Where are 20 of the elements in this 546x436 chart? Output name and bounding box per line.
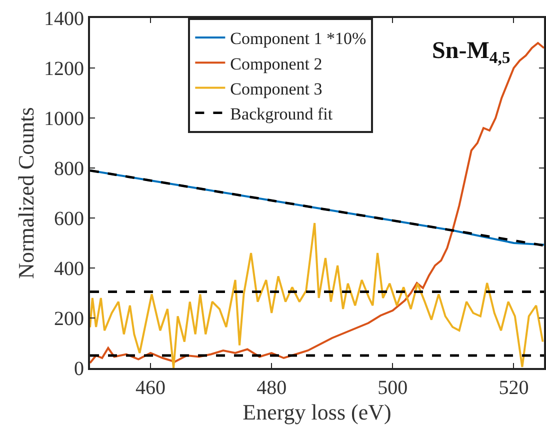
annotation: Sn-M$_{4,5}$	[432, 38, 510, 68]
x-tick-label: 480	[256, 377, 287, 399]
legend-label: Component 1 *10%	[230, 29, 366, 48]
legend-label: Component 3	[230, 79, 322, 98]
x-axis-title: Energy loss (eV)	[242, 399, 392, 424]
x-tick-label: 520	[498, 377, 529, 399]
line-series	[90, 222, 544, 368]
x-tick-label: 460	[136, 377, 166, 399]
legend-label: Background fit	[230, 104, 333, 124]
y-tick-label: 1200	[44, 58, 84, 80]
legend-label: Component 2	[230, 54, 322, 74]
y-tick-label: 200	[54, 308, 84, 330]
y-tick-label: 0	[74, 358, 84, 380]
y-tick-label: 400	[54, 258, 84, 280]
y-tick-label: 600	[54, 208, 84, 230]
x-tick-label: 500	[378, 377, 408, 399]
y-axis-title: Normalized Counts	[13, 107, 38, 279]
y-tick-label: 800	[54, 158, 84, 180]
y-tick-label: 1400	[44, 8, 84, 30]
y-tick-label: 1000	[44, 108, 84, 130]
